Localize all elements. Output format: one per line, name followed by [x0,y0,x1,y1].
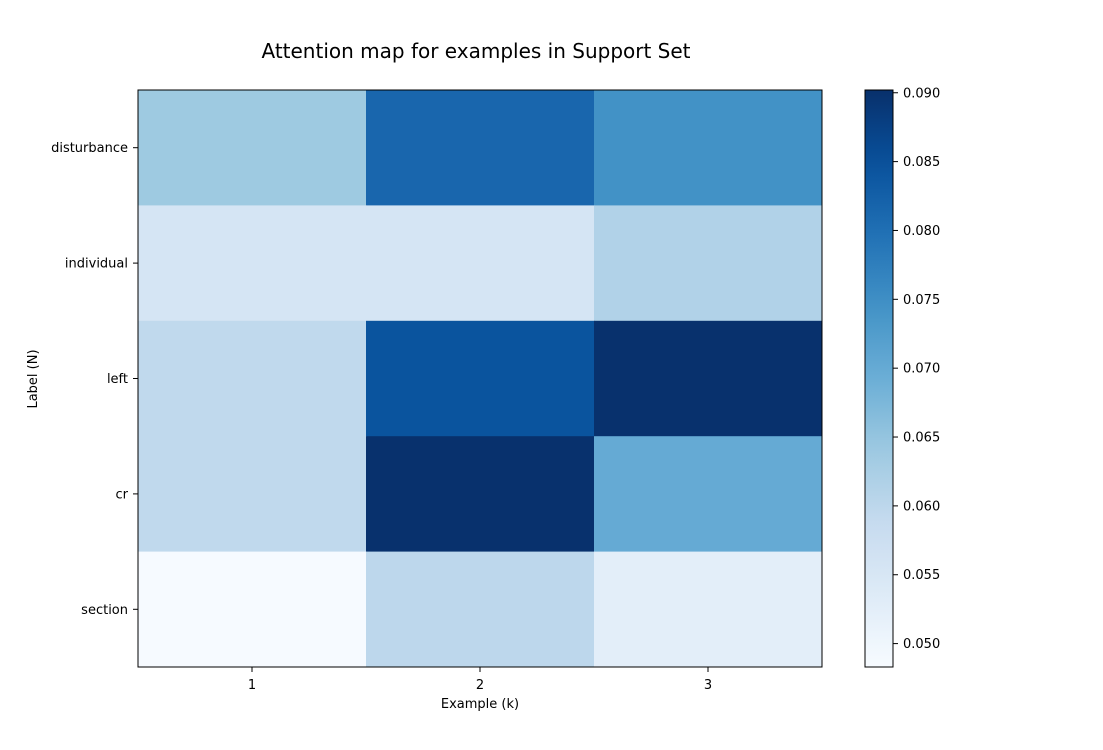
x-tick-label: 1 [248,678,256,693]
colorbar-tick-label: 0.080 [903,224,940,239]
heatmap-cell [366,205,595,322]
y-tick-label: section [81,603,128,618]
colorbar-tick-label: 0.050 [903,637,940,652]
y-tick-label: disturbance [51,141,128,156]
heatmap-cell [594,205,823,322]
y-axis-ticks: disturbance individual left cr section [51,141,138,618]
x-tick-label: 3 [704,678,712,693]
chart-title: Attention map for examples in Support Se… [261,39,690,63]
heatmap-cell [594,551,823,668]
colorbar-tick-label: 0.060 [903,499,940,514]
y-tick-label: individual [65,257,128,272]
y-tick-label: cr [116,487,129,502]
x-axis-label: Example (k) [441,697,519,712]
colorbar-tick-label: 0.085 [903,155,940,170]
y-axis-label: Label (N) [26,349,41,408]
heatmap-cells [138,90,823,668]
heatmap-cell [138,436,367,553]
heatmap-cell [138,551,367,668]
heatmap-cell [366,320,595,437]
colorbar-tick-label: 0.055 [903,568,940,583]
y-tick-label: left [107,372,128,387]
x-tick-label: 2 [476,678,484,693]
heatmap-cell [366,436,595,553]
colorbar-tick-label: 0.070 [903,362,940,377]
heatmap-cell [138,320,367,437]
colorbar-tick-label: 0.065 [903,431,940,446]
x-axis-ticks: 1 2 3 [248,667,712,693]
heatmap-cell [594,436,823,553]
colorbar [864,89,894,668]
colorbar-tick-label: 0.090 [903,86,940,101]
heatmap-cell [366,90,595,206]
heatmap-cell [138,90,367,206]
colorbar-ticks: 0.050 0.055 0.060 0.065 0.070 0.075 0.080 0.085… [893,86,940,652]
heatmap-cell [594,320,823,437]
heatmap-cell [138,205,367,322]
colorbar-tick-label: 0.075 [903,293,940,308]
heatmap-cell [366,551,595,668]
heatmap-cell [594,90,823,206]
